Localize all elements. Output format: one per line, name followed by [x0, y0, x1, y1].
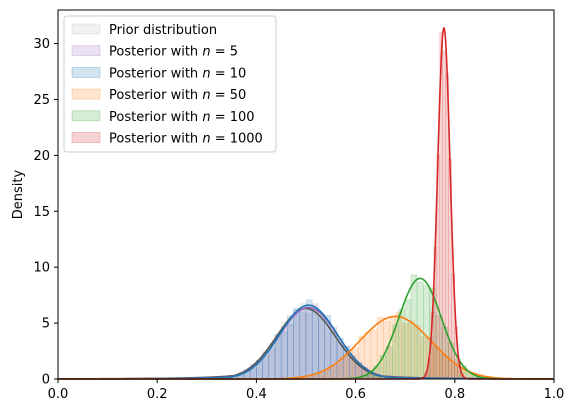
plot-frame	[57, 9, 555, 380]
histogram-bar	[268, 346, 276, 380]
y-axis: 0 5 10 15 20 25 30	[33, 37, 58, 388]
x-tick-label: 0.8	[444, 387, 465, 402]
legend-label: Prior distribution	[109, 23, 217, 38]
legend-swatch	[71, 110, 101, 122]
y-tick-label: 10	[33, 261, 50, 276]
histogram-bar	[280, 330, 288, 380]
histogram-bar	[262, 355, 270, 380]
histogram-bar	[311, 308, 319, 380]
x-axis: 0.0 0.2 0.4 0.6 0.8 1.0	[48, 379, 565, 402]
y-tick-label: 20	[33, 149, 50, 164]
x-tick-label: 0.4	[246, 387, 267, 402]
x-tick-label: 0.2	[147, 387, 168, 402]
histogram-bar	[333, 363, 341, 380]
legend-label: Posterior with n = 100	[109, 110, 255, 125]
legend: Prior distribution Posterior with n = 5 Po…	[63, 15, 277, 153]
legend-label: Posterior with n = 50	[109, 88, 246, 103]
x-tick-label: 1.0	[544, 387, 565, 402]
x-tick-label: 0.0	[48, 387, 69, 402]
histogram-bar	[305, 299, 313, 380]
histogram-bar	[287, 315, 294, 380]
y-tick-label: 30	[33, 37, 50, 52]
histogram-bar	[358, 336, 366, 380]
legend-label: Posterior with n = 5	[109, 45, 238, 60]
y-axis-title: Density	[11, 169, 26, 219]
legend-label: Posterior with n = 1000	[109, 132, 263, 147]
x-tick-label: 0.6	[345, 387, 366, 402]
legend-swatch	[71, 23, 101, 35]
legend-label: Posterior with n = 10	[109, 66, 246, 81]
y-tick-label: 15	[33, 205, 50, 220]
histogram-bar	[404, 299, 412, 380]
y-tick-label: 0	[42, 373, 50, 388]
histogram-bar	[299, 311, 307, 380]
histogram-bar	[339, 356, 347, 380]
histogram-bar	[293, 309, 301, 380]
legend-box	[63, 15, 277, 153]
legend-swatch	[71, 88, 101, 100]
legend-swatch	[71, 67, 101, 78]
histogram-bar	[318, 314, 325, 380]
histogram-bar	[385, 346, 393, 380]
histogram-bar	[398, 308, 405, 380]
y-tick-label: 5	[42, 317, 50, 332]
legend-swatch	[71, 132, 101, 143]
y-tick-label: 25	[33, 93, 50, 108]
legend-swatch	[71, 45, 101, 57]
